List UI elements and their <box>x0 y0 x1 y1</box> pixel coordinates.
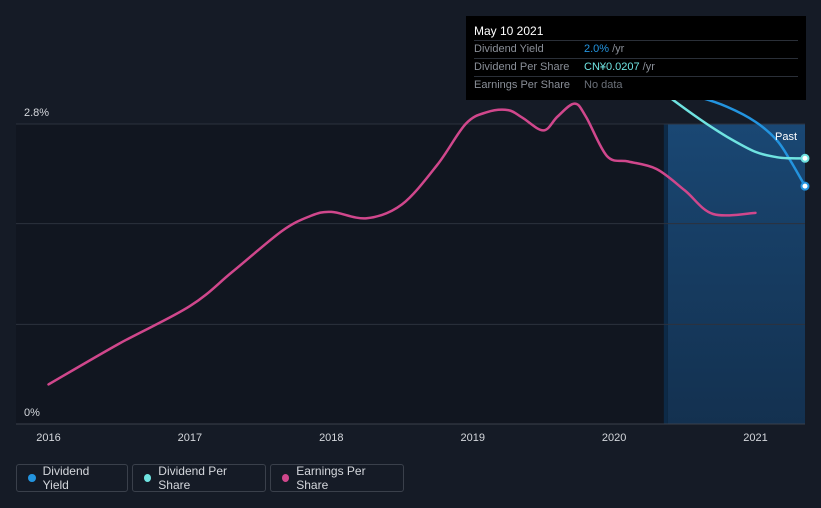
legend-label: Dividend Per Share <box>158 464 227 492</box>
series-end-marker-dividend-yield <box>800 181 810 191</box>
tooltip-label: Dividend Yield <box>474 43 544 55</box>
x-tick-label: 2019 <box>460 432 484 444</box>
tooltip: May 10 2021 Dividend Yield 2.0% /yr Divi… <box>466 16 806 100</box>
x-tick-label: 2021 <box>743 432 767 444</box>
series-line-dividend-per-share <box>666 94 807 160</box>
x-tick-label: 2020 <box>602 432 626 444</box>
legend-label: Earnings Per Share <box>296 464 366 492</box>
legend-label: Dividend Yield <box>42 464 90 492</box>
tooltip-label: Dividend Per Share <box>474 61 570 73</box>
legend-dividend-per-share[interactable]: Dividend Per Share <box>132 464 266 492</box>
x-tick-label: 2018 <box>319 432 343 444</box>
x-tick-label: 2016 <box>36 432 60 444</box>
tooltip-value: 2.0% <box>584 43 610 55</box>
tooltip-value: No data <box>584 79 623 91</box>
tooltip-unit: /yr <box>642 61 655 73</box>
tooltip-unit: /yr <box>612 43 625 55</box>
tooltip-value: CN¥0.0207 <box>584 61 640 73</box>
series-line-earnings-per-share <box>47 102 757 386</box>
y-tick-label: 2.8% <box>24 107 49 119</box>
legend-earnings-per-share[interactable]: Earnings Per Share <box>270 464 404 492</box>
x-tick-label: 2017 <box>178 432 202 444</box>
past-region <box>667 124 805 424</box>
tooltip-row-earnings-per-share: Earnings Per Share No data <box>474 76 798 94</box>
legend-dot <box>28 474 36 482</box>
legend-dividend-yield[interactable]: Dividend Yield <box>16 464 128 492</box>
tooltip-date: May 10 2021 <box>474 24 544 38</box>
past-label: Past <box>775 131 797 143</box>
y-tick-label: 0% <box>24 407 40 419</box>
series-end-marker-dividend-per-share <box>800 153 810 163</box>
tooltip-row-dividend-per-share: Dividend Per Share CN¥0.0207 /yr <box>474 58 798 76</box>
tooltip-label: Earnings Per Share <box>474 79 570 91</box>
tooltip-row-dividend-yield: Dividend Yield 2.0% /yr <box>474 40 798 58</box>
legend-dot <box>282 474 290 482</box>
legend-dot <box>144 474 152 482</box>
